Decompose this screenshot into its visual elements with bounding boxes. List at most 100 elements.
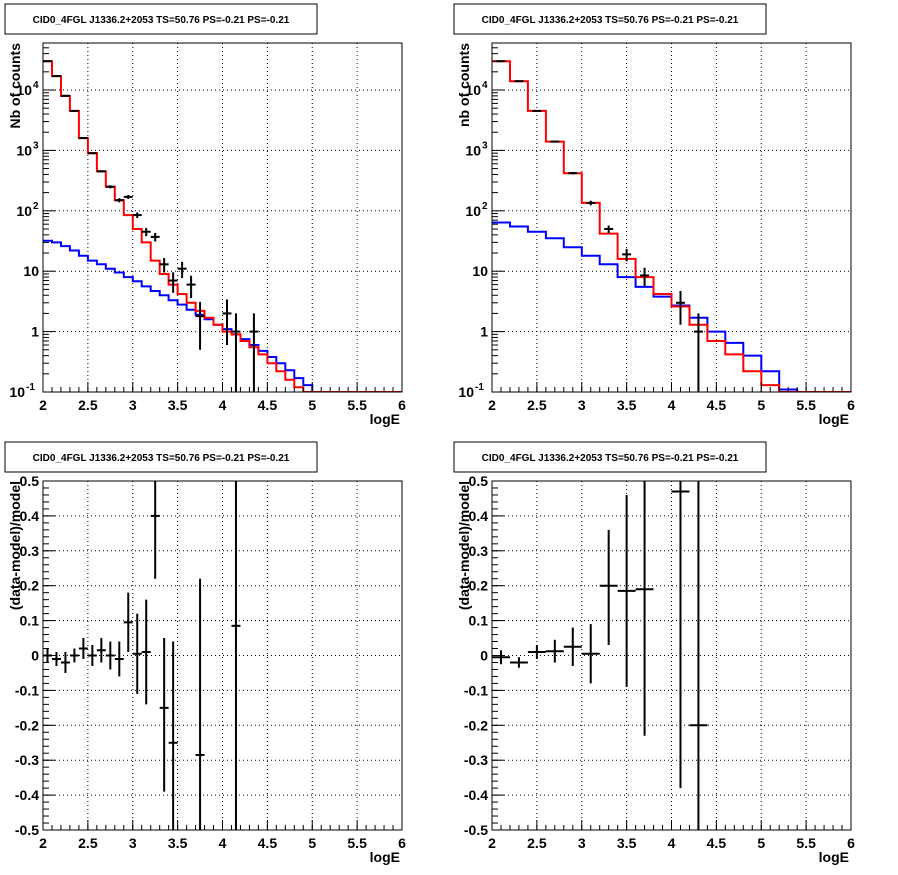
data-point (141, 599, 151, 705)
data-point (550, 140, 560, 143)
x-tick-label: 2 (39, 397, 47, 413)
data-point (249, 313, 259, 392)
x-tick-label: 3 (578, 835, 586, 851)
y-tick-label: -0.3 (464, 752, 488, 768)
x-tick-label: 4.5 (258, 397, 278, 413)
data-point (635, 481, 654, 736)
counts-right-panel: CID0_4FGL J1336.2+2053 TS=50.76 PS=-0.21… (453, 3, 855, 427)
data-point (96, 638, 106, 663)
y-tick-label: 10-1 (458, 382, 484, 400)
y-tick-label: 0.4 (469, 508, 489, 524)
x-tick-label: 4.5 (707, 835, 727, 851)
y-tick-label: 102 (465, 201, 488, 219)
data-point (514, 80, 524, 83)
title-box (4, 441, 318, 473)
data-point (177, 261, 187, 279)
data-point (231, 313, 241, 392)
data-point (51, 652, 61, 666)
y-tick-label: 104 (465, 80, 488, 98)
data-point (195, 301, 205, 350)
title-box (4, 3, 318, 35)
x-tick-label: 3 (129, 835, 137, 851)
plot-area (492, 60, 851, 392)
y-tick-label: -0.5 (464, 822, 488, 838)
y-tick-label: 103 (465, 140, 488, 158)
data-point (78, 137, 88, 140)
data-point (114, 641, 124, 677)
plot-area (43, 60, 402, 392)
x-tick-label: 5 (308, 835, 316, 851)
y-tick-label: -0.4 (15, 787, 39, 803)
x-tick-label: 3.5 (617, 835, 637, 851)
data-point (123, 194, 133, 199)
y-tick-label: 0.2 (20, 578, 40, 594)
x-tick-label: 2 (488, 397, 496, 413)
data-point (159, 258, 169, 273)
data-point (105, 185, 115, 189)
y-tick-label: -0.5 (15, 822, 39, 838)
chart-title: CID0_4FGL J1336.2+2053 TS=50.76 PS=-0.21… (482, 15, 739, 26)
x-tick-label: 6 (847, 835, 855, 851)
x-tick-label: 3.5 (168, 835, 188, 851)
x-tick-label: 2 (488, 835, 496, 851)
counts-left-panel: CID0_4FGL J1336.2+2053 TS=50.76 PS=-0.21… (4, 3, 406, 427)
data-point (689, 481, 708, 830)
data-point (568, 171, 578, 175)
x-axis-label: logE (370, 849, 400, 865)
y-axis-label: (data-model)/model (7, 481, 23, 610)
y-axis-label: nb of counts (456, 43, 472, 127)
data-point (159, 638, 169, 792)
y-tick-label: 0.3 (469, 543, 489, 559)
data-point (599, 529, 618, 646)
y-tick-label: 0.2 (469, 578, 489, 594)
plot-area (492, 481, 708, 830)
y-tick-label: 104 (16, 80, 39, 98)
x-tick-label: 6 (398, 397, 406, 413)
y-tick-label: -0.1 (464, 682, 488, 698)
x-axis-label: logE (819, 849, 849, 865)
data-point (186, 275, 196, 298)
data-point (87, 152, 97, 155)
y-tick-label: 10 (472, 263, 488, 279)
data-point (604, 225, 614, 233)
data-point (123, 592, 133, 653)
y-tick-label: 102 (16, 201, 39, 219)
x-tick-label: 3.5 (168, 397, 188, 413)
chart-title: CID0_4FGL J1336.2+2053 TS=50.76 PS=-0.21… (482, 453, 739, 464)
plot-area (43, 481, 241, 830)
data-point (69, 648, 79, 663)
x-tick-label: 2 (39, 835, 47, 851)
data-point (168, 272, 178, 293)
y-tick-label: 0.1 (469, 613, 489, 629)
data-point (51, 75, 61, 78)
x-tick-label: 2.5 (78, 397, 98, 413)
data-point (586, 200, 596, 206)
x-tick-label: 5 (308, 397, 316, 413)
data-point (581, 624, 600, 684)
data-point (105, 641, 115, 670)
y-tick-label: 10 (23, 263, 39, 279)
x-tick-label: 6 (847, 397, 855, 413)
data-point (693, 313, 703, 392)
total-model-line (492, 60, 851, 392)
x-tick-label: 4.5 (707, 397, 727, 413)
x-tick-label: 3 (578, 397, 586, 413)
y-tick-label: 1 (480, 324, 488, 340)
grid (492, 481, 851, 830)
grid (43, 43, 402, 392)
x-tick-label: 2.5 (527, 835, 547, 851)
data-point (527, 645, 546, 659)
x-axis-label: logE (370, 411, 400, 427)
data-point (195, 578, 205, 830)
data-point (509, 657, 528, 668)
axes: 2 2.5 3 3.5 4 4.5 5 5.5 6 10-1 1 10 102 103 104 (9, 47, 406, 413)
data-point (231, 481, 241, 830)
y-tick-label: -0.3 (15, 752, 39, 768)
y-tick-label: -0.4 (464, 787, 488, 803)
x-tick-label: 6 (398, 835, 406, 851)
total-model-line (43, 60, 402, 392)
x-tick-label: 4 (219, 397, 227, 413)
y-tick-label: -0.2 (15, 717, 39, 733)
data-point (60, 94, 70, 97)
axes: 2 2.5 3 3.5 4 4.5 5 5.5 6 10-1 1 10 102 103 104 (458, 47, 855, 413)
